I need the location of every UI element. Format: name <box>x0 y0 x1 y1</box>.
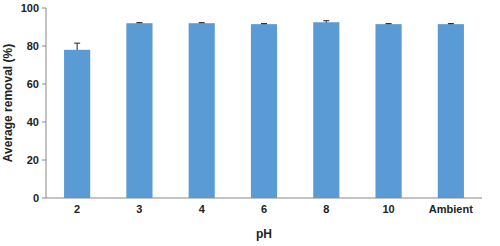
y-tick-label: 100 <box>21 2 39 14</box>
bar <box>313 22 339 198</box>
bar <box>126 23 152 198</box>
y-tick-label: 20 <box>27 154 39 166</box>
bar <box>251 24 277 198</box>
x-axis-label: pH <box>256 227 272 241</box>
error-cap <box>323 20 329 21</box>
y-tick <box>42 46 46 47</box>
x-tick-label: 4 <box>199 203 206 215</box>
bar <box>189 23 215 198</box>
error-cap <box>386 23 392 24</box>
y-tick-label: 0 <box>33 192 39 204</box>
error-cap <box>136 22 142 23</box>
bar <box>375 24 401 198</box>
error-cap <box>448 23 454 24</box>
y-tick <box>42 160 46 161</box>
bar <box>438 24 464 198</box>
x-tick-label: 3 <box>136 203 142 215</box>
error-cap <box>74 43 80 44</box>
y-tick-label: 60 <box>27 78 39 90</box>
x-tick-label: 10 <box>382 203 394 215</box>
chart: 0 20 40 60 80 100 2 3 4 6 8 10 Ambient pH Average remo… <box>0 0 500 246</box>
bar <box>64 50 90 198</box>
x-tick-label: 8 <box>323 203 329 215</box>
x-axis <box>46 198 482 199</box>
x-tick-label: 6 <box>261 203 267 215</box>
y-tick <box>42 8 46 9</box>
error-cap <box>199 22 205 23</box>
x-tick-label: 2 <box>74 203 80 215</box>
y-tick <box>42 198 46 199</box>
y-tick-label: 40 <box>27 116 39 128</box>
y-tick <box>42 122 46 123</box>
y-tick-label: 80 <box>27 40 39 52</box>
y-axis-label: Average removal (%) <box>1 44 15 162</box>
y-axis <box>46 8 47 198</box>
error-cap <box>261 23 267 24</box>
y-tick <box>42 84 46 85</box>
x-tick-label: Ambient <box>429 203 473 215</box>
